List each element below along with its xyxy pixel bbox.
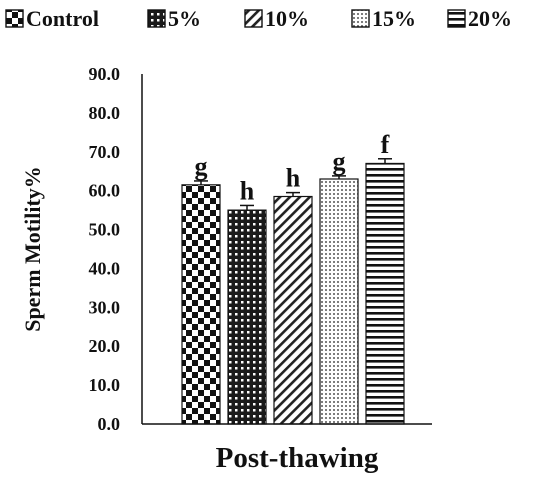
legend-swatch [447, 9, 466, 28]
bar-15pct [319, 178, 359, 425]
bars-group: g h h g f [181, 130, 405, 425]
y-tick-label: 60.0 [89, 181, 121, 201]
bar-control [181, 184, 221, 425]
legend-label: Control [26, 6, 99, 31]
bar-5pct [227, 209, 267, 425]
legend-label: 15% [372, 6, 416, 31]
y-axis-title: Sperm Motility% [20, 166, 45, 332]
significance-label: h [240, 176, 255, 205]
y-tick-label: 40.0 [89, 258, 121, 278]
legend-label: 10% [265, 6, 309, 31]
y-tick-label: 90.0 [89, 64, 121, 84]
bar-20pct [365, 162, 405, 425]
legend-swatch [147, 9, 166, 28]
legend-swatch [351, 9, 370, 28]
y-tick-label: 70.0 [89, 142, 121, 162]
significance-label: g [333, 147, 346, 176]
significance-label: g [195, 152, 208, 181]
bar-10pct [273, 195, 313, 425]
y-tick-label: 10.0 [89, 375, 121, 395]
legend-swatch [244, 9, 263, 28]
significance-label: h [286, 164, 301, 193]
y-tick-label: 30.0 [89, 297, 121, 317]
legend-label: 20% [468, 6, 512, 31]
y-tick-label: 50.0 [89, 220, 121, 240]
x-axis-title: Post-thawing [216, 442, 379, 474]
significance-label: f [381, 130, 390, 159]
y-axis-ticks: 0.0 10.0 20.0 30.0 40.0 50.0 60.0 70.0 80.0 90.0 [89, 64, 121, 434]
legend-label: 5% [168, 6, 201, 31]
y-tick-label: 0.0 [98, 414, 121, 434]
y-tick-label: 80.0 [89, 103, 121, 123]
legend-swatch [5, 9, 24, 28]
legend: Control 5% 10% 15% 20% [5, 6, 512, 31]
y-tick-label: 20.0 [89, 336, 121, 356]
